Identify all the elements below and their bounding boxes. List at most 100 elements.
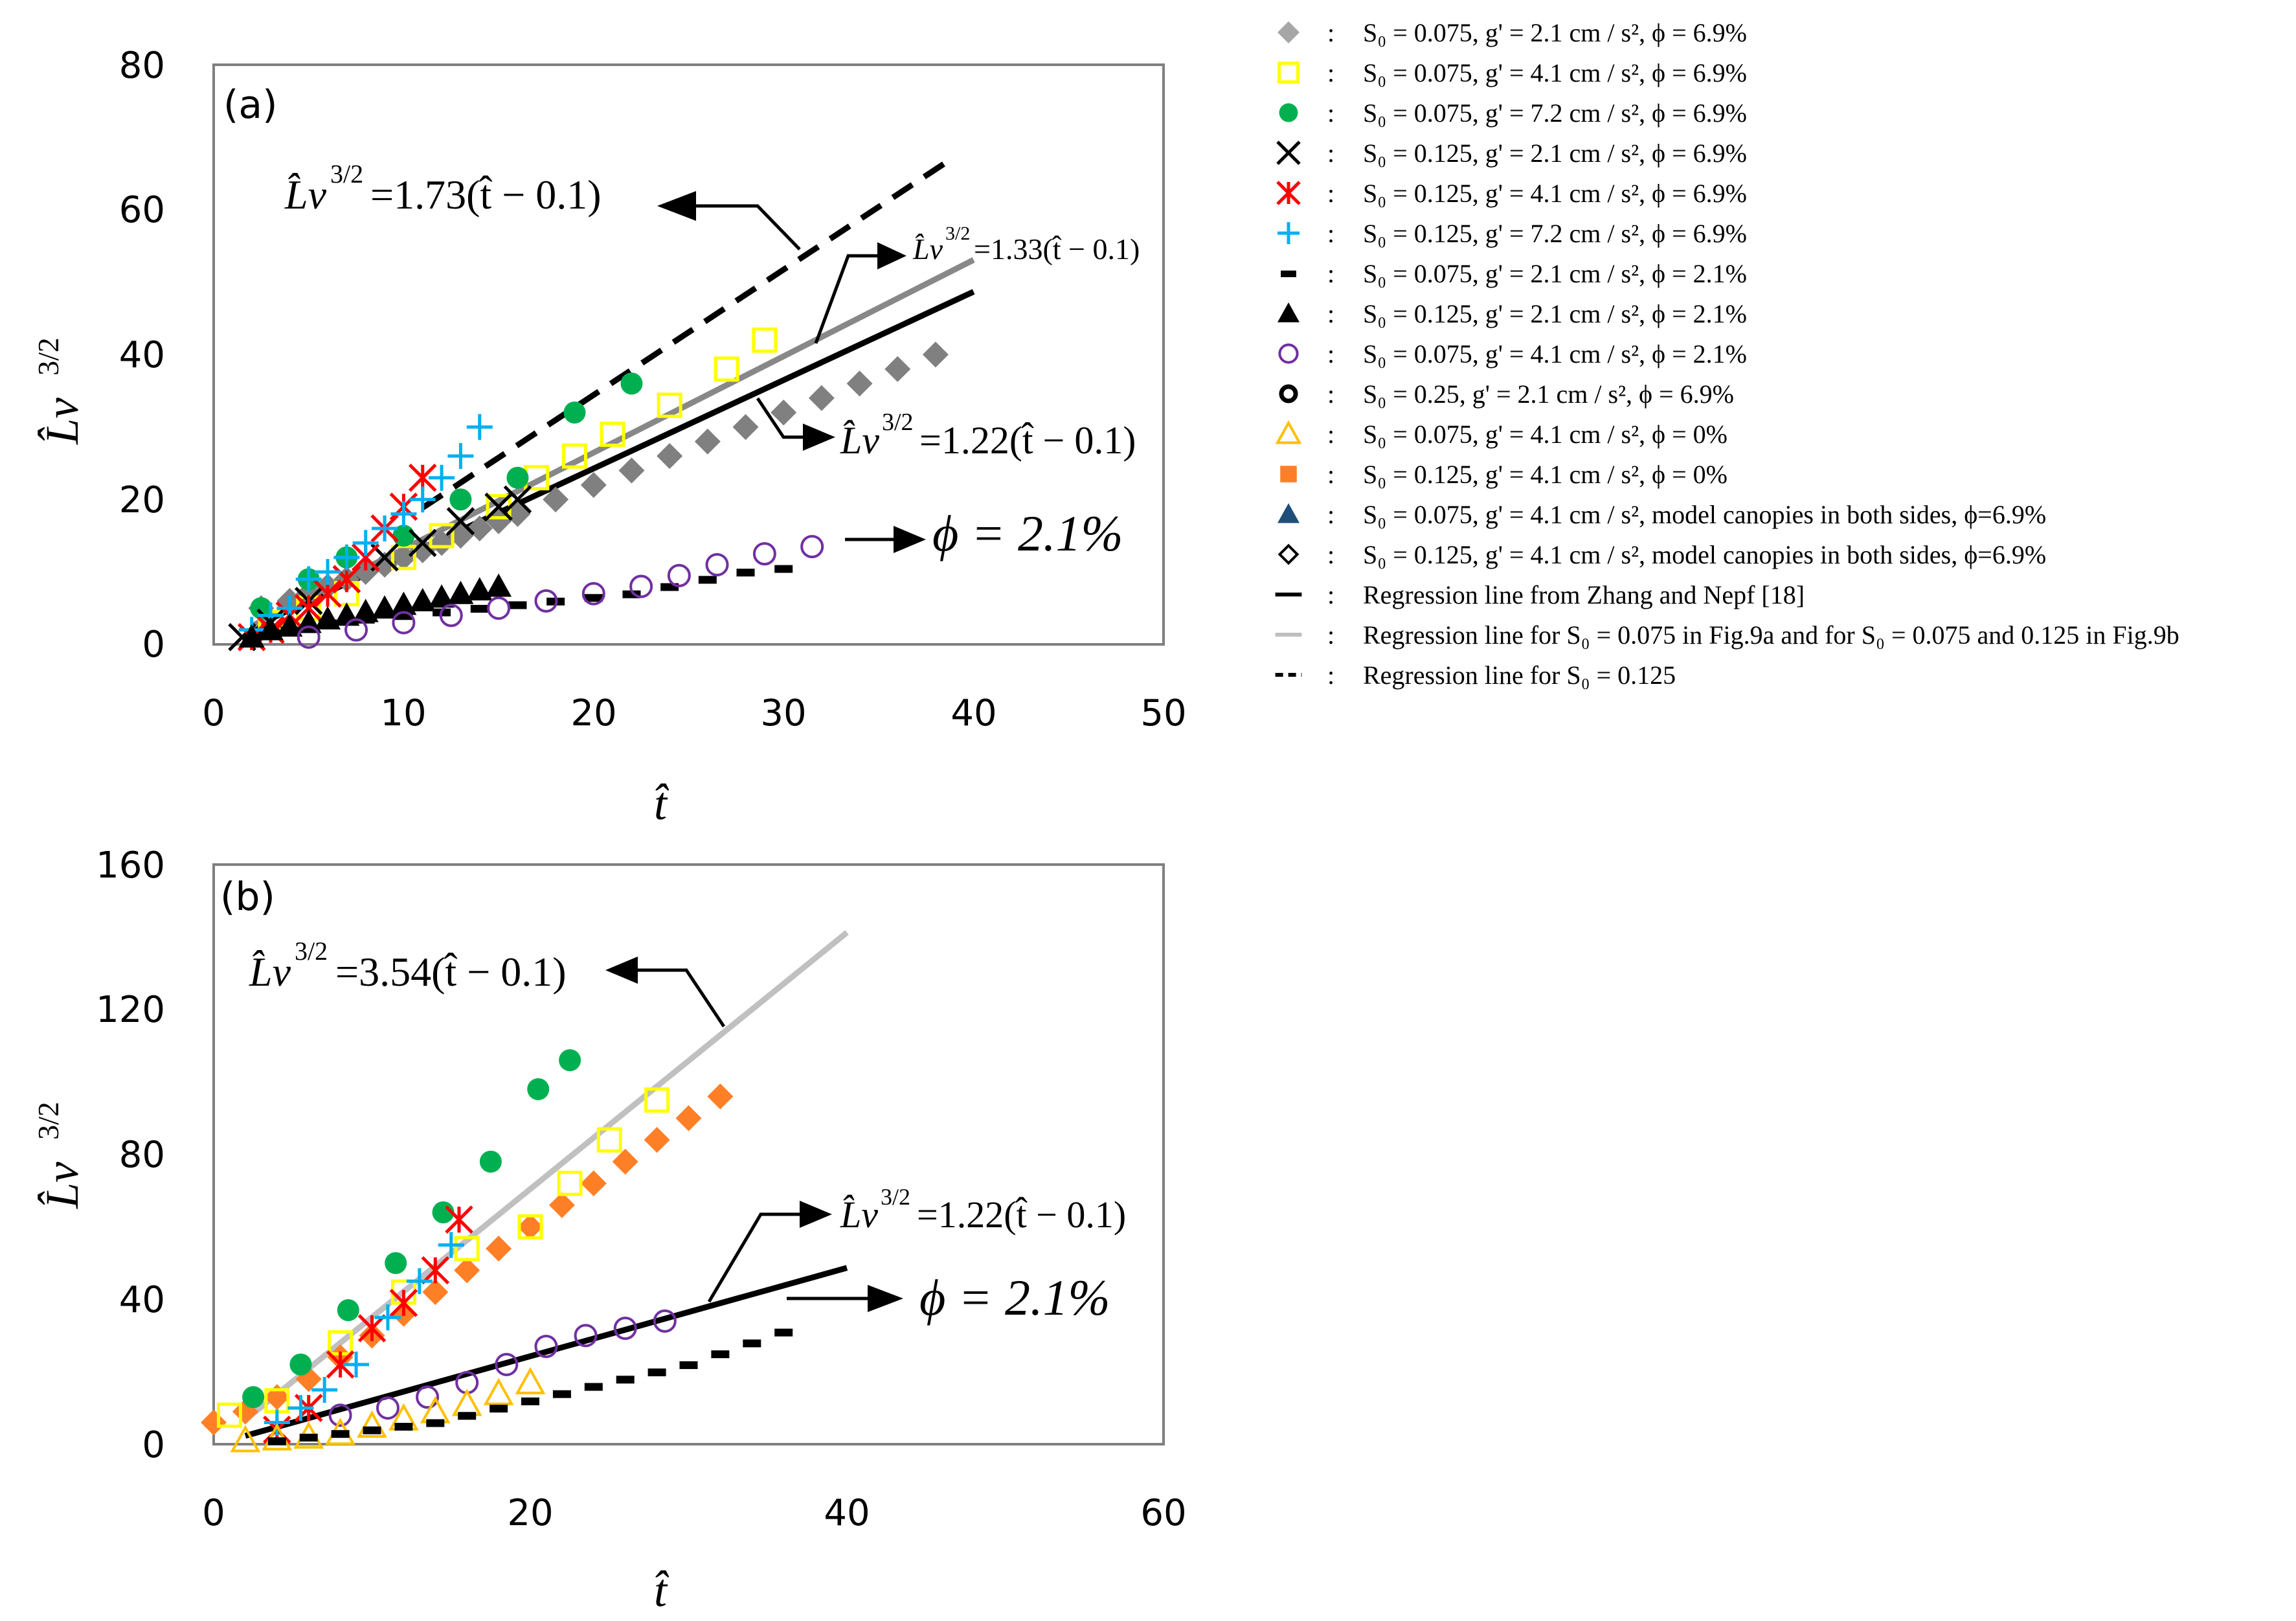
legend-marker [1279, 384, 1298, 403]
panel-b-orange-triangle-point [515, 1366, 546, 1394]
panel-b-x-tick: 20 [507, 1492, 553, 1534]
legend-separator: : [1327, 139, 1334, 168]
panel-b-black-dash-point [458, 1412, 477, 1420]
panel-a-black-dash-point [774, 565, 793, 573]
panel-b-orange-diamond-point [675, 1105, 702, 1131]
panel-a-blue-plus-point [352, 530, 379, 556]
panel-a-gray-diamond-point [922, 341, 949, 368]
panel-b-black-dash-point [584, 1383, 603, 1391]
legend-label: S₀ = 0.075, g' = 7.2 cm / s², ϕ = 6.9% [1363, 98, 1747, 128]
panel-a-leader-line [696, 204, 801, 251]
annotation-sup: 3/2 [881, 1184, 910, 1210]
panel-a-green-circle-point [563, 402, 586, 424]
annotation-lhs: L̂v [840, 419, 879, 462]
panel-a-x-tick: 30 [760, 692, 806, 734]
panel-b-y-tick-labels: 0 40 80 120 160 [96, 845, 165, 1466]
legend-marker [1279, 103, 1298, 122]
annotation-rhs: =1.33(t̂ − 0.1) [974, 232, 1140, 266]
panel-a-black-dash-point [698, 576, 717, 584]
panel-b-black-dash-point [743, 1339, 761, 1348]
panel-b-series-green-circle [242, 1049, 581, 1409]
panel-a-black-triangle-point [372, 595, 398, 619]
panel-a-black-triangle-point [295, 609, 322, 633]
legend-label: Regression line from Zhang and Nepf [18] [1363, 580, 1805, 609]
legend-entry: : S₀ = 0.075, g' = 4.1 cm / s², ϕ = 6.9% [1277, 58, 1747, 87]
panel-a-gray-diamond-point [580, 471, 607, 498]
panel-b-black-dash-point [331, 1430, 350, 1438]
panel-a-leader-line [814, 254, 877, 344]
panel-a-black-triangle-point [447, 580, 474, 604]
legend-marker [1277, 222, 1300, 244]
panel-b-yellow-square-point [216, 1402, 242, 1428]
panel-a-plot-area [212, 63, 1165, 646]
panel-b-blue-plus-point [406, 1268, 433, 1295]
legend-label: S₀ = 0.125, g' = 7.2 cm / s², ϕ = 6.9% [1363, 219, 1747, 248]
legend-marker [1280, 466, 1297, 482]
panel-a-black-triangle-point [352, 598, 379, 622]
legend: : S₀ = 0.075, g' = 2.1 cm / s², ϕ = 6.9%:… [1275, 18, 2179, 690]
legend-marker [1275, 420, 1302, 444]
panel-a-x-tick: 0 [202, 692, 225, 734]
panel-b-purple-circle-point [534, 1334, 558, 1358]
panel-b-x-axis-label: t̂ [654, 1565, 669, 1616]
panel-b-leader-line [707, 1212, 800, 1303]
panel-b-x-tick-labels: 0 20 40 60 [202, 1492, 1186, 1534]
legend-marker [1277, 302, 1300, 323]
panel-a-x-tick: 50 [1140, 692, 1186, 734]
legend-label: Regression line for S₀ = 0.075 in Fig.9a… [1363, 620, 2179, 650]
panel-a-gray-diamond-point [429, 530, 455, 556]
legend-separator: : [1327, 18, 1334, 47]
panel-a-arrowhead [894, 526, 926, 553]
panel-b-black-dash-point [552, 1390, 571, 1398]
panel-b-purple-circle-point [574, 1324, 598, 1348]
panel-b-green-circle-point [559, 1049, 581, 1072]
panel-a-yellow-square-point [752, 327, 778, 353]
panel-a-annotation-1-33: L̂v 3/2 =1.33(t̂ − 0.1) [912, 223, 1140, 266]
panel-a-blue-plus-point [429, 464, 455, 491]
legend-separator: : [1327, 380, 1334, 409]
legend-marker [1277, 543, 1300, 565]
legend-separator: : [1327, 98, 1334, 128]
panel-a-purple-circle-point [487, 596, 511, 620]
panel-a-black-x-point [503, 485, 532, 514]
panel-a-regression-s0-0.125 [421, 154, 956, 510]
panel-a-purple-circle-point [344, 618, 368, 642]
panel-b-purple-circle-point [376, 1396, 400, 1420]
panel-b-x-tick: 60 [1140, 1492, 1186, 1534]
legend-entry: : S₀ = 0.075, g' = 7.2 cm / s², ϕ = 6.9% [1279, 98, 1747, 128]
panel-b-black-dash-point [267, 1437, 286, 1445]
panel-b-black-dash-point [711, 1350, 730, 1359]
annotation-sup: 3/2 [882, 409, 914, 436]
panel-b-green-circle-point [337, 1299, 359, 1322]
panel-b-y-tick: 40 [119, 1279, 165, 1321]
panel-a-leader-line [756, 397, 803, 439]
legend-label: S₀ = 0.125, g' = 2.1 cm / s², ϕ = 2.1% [1363, 299, 1747, 328]
panel-b-purple-circle-point [613, 1317, 637, 1340]
panel-b-series-purple-circle [328, 1309, 677, 1427]
panel-a-x-axis-label: t̂ [654, 778, 669, 830]
panel-a-gray-diamond-point [884, 356, 911, 382]
panel-a-y-axis-label-text: L̂v [36, 398, 88, 445]
panel-a-purple-circle-point [534, 589, 558, 613]
panel-b-orange-diamond-point [580, 1170, 607, 1197]
panel-a-black-triangle-point [429, 584, 455, 608]
panel-a-series-black-triangle [238, 573, 512, 648]
panel-b-blue-plus-point [311, 1377, 338, 1403]
panel-b-yellow-square-point [454, 1236, 480, 1262]
annotation-sup: 3/2 [945, 223, 970, 244]
panel-b-blue-plus-point [287, 1395, 314, 1422]
legend-label: S₀ = 0.075, g' = 4.1 cm / s², ϕ = 6.9% [1363, 58, 1747, 87]
panel-a-gray-diamond-point [618, 457, 645, 484]
panel-a-gray-diamond-point [808, 385, 835, 411]
annotation-lhs: L̂v [249, 949, 291, 995]
panel-a-annotation-1-73: L̂v 3/2 =1.73(t̂ − 0.1) [284, 159, 602, 218]
panel-a-yellow-square-point [600, 422, 625, 448]
panel-b-orange-diamond-point [612, 1148, 638, 1175]
panel-b-black-dash-point [521, 1397, 539, 1405]
legend-entry: : S₀ = 0.25, g' = 2.1 cm / s², ϕ = 6.9% [1279, 380, 1734, 409]
legend-separator: : [1327, 179, 1334, 208]
legend-separator: : [1327, 661, 1334, 690]
panel-b-green-circle-point [242, 1386, 265, 1409]
legend-label: S₀ = 0.125, g' = 4.1 cm / s², ϕ = 6.9% [1363, 179, 1747, 208]
legend-marker [1281, 270, 1296, 277]
